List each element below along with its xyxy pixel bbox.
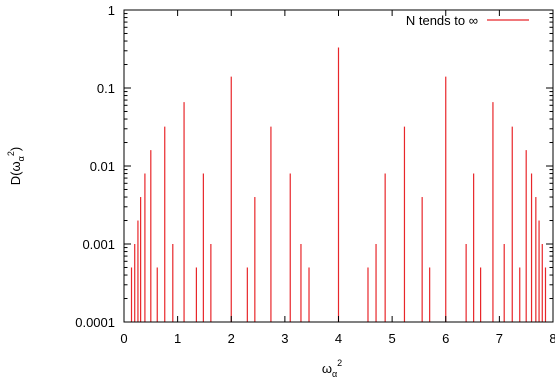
tick-labels: 0 1 2 3 4 5 6 7 8 0.0001 0.001 0.01 0.1 1 — [75, 3, 555, 346]
y-axis-label-superscript: 2 — [6, 151, 16, 156]
y-tick-label: 0.001 — [82, 237, 115, 252]
impulse-series — [130, 47, 547, 322]
x-axis-label-subscript: α — [332, 369, 337, 379]
y-tick-label: 0.01 — [90, 159, 115, 174]
x-axis-label-superscript: 2 — [337, 358, 342, 368]
x-tick-label: 7 — [496, 331, 503, 346]
legend: N tends to ∞ — [406, 13, 529, 28]
y-tick-label: 0.0001 — [75, 315, 115, 330]
y-axis-label-subscript: α — [16, 156, 26, 161]
x-axis-label-main: ω — [322, 361, 332, 376]
y-axis-label-prefix: D(ω — [8, 161, 23, 185]
y-axis-label-suffix: ) — [8, 147, 23, 151]
x-tick-label: 6 — [442, 331, 449, 346]
plot-frame — [123, 9, 554, 323]
x-tick-label: 0 — [120, 331, 127, 346]
y-axis-label: D(ωα2) — [6, 147, 26, 185]
x-axis-label: ωα2 — [322, 358, 342, 379]
y-tick-label: 0.1 — [97, 81, 115, 96]
legend-entry-label: N tends to ∞ — [406, 13, 478, 28]
x-tick-label: 2 — [228, 331, 235, 346]
y-tick-label: 1 — [108, 3, 115, 18]
x-tick-label: 5 — [389, 331, 396, 346]
x-tick-label: 1 — [174, 331, 181, 346]
x-tick-label: 3 — [281, 331, 288, 346]
x-tick-label: 4 — [335, 331, 342, 346]
x-tick-label: 8 — [549, 331, 555, 346]
